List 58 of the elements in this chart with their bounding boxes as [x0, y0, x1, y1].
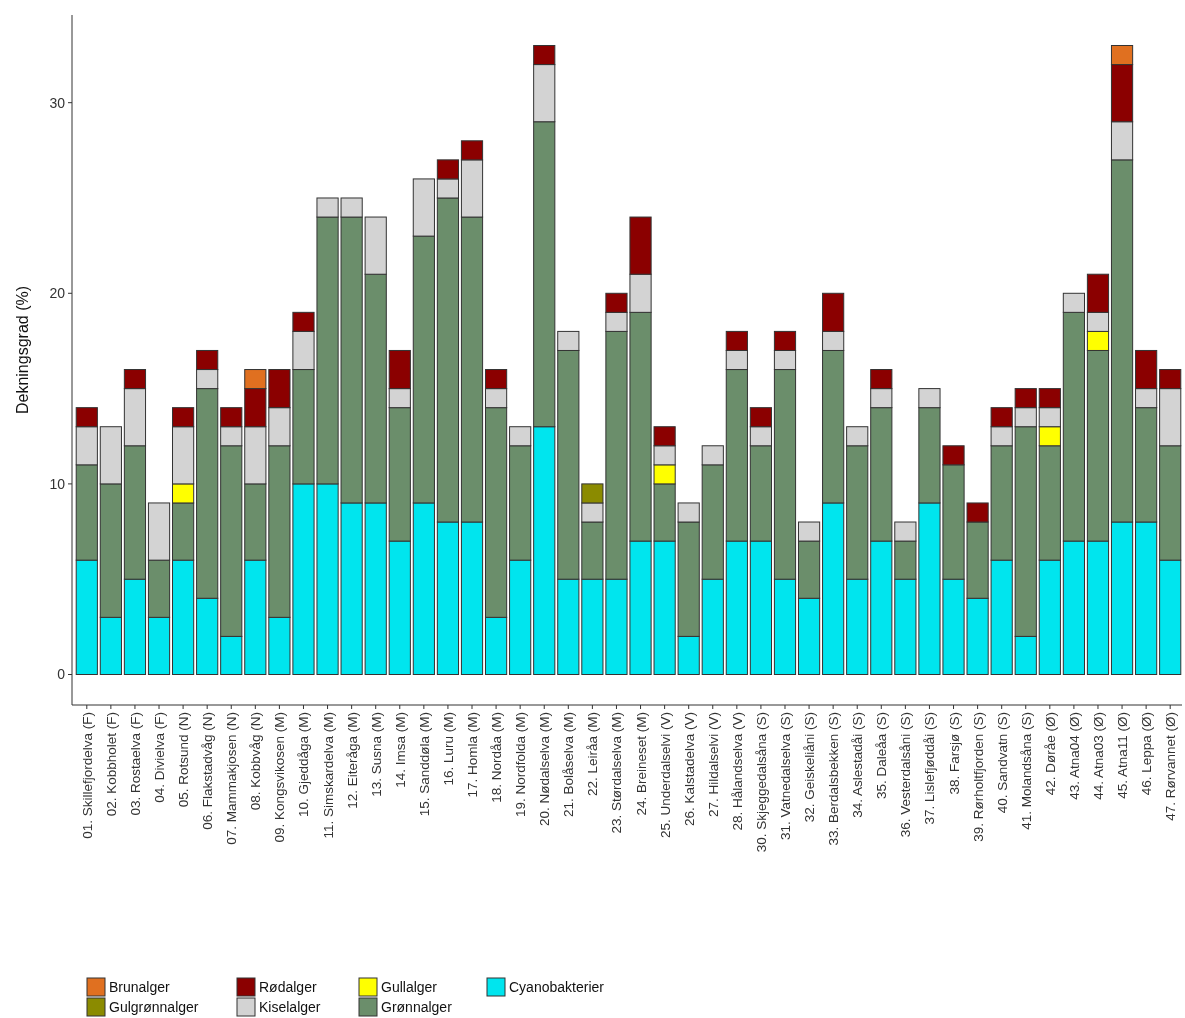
- y-tick-label: 30: [49, 94, 66, 111]
- x-tick-label: 18. Nordåa (M): [489, 712, 505, 803]
- x-tick-label: 26. Kalstadelva (V): [681, 712, 697, 827]
- x-tick-label: 38. Farsjø (S): [946, 712, 962, 795]
- x-tick-label: 31. Vatnedalselva (S): [777, 712, 793, 841]
- x-tick-label: 21. Bolåselva (M): [561, 712, 577, 818]
- x-tick-label: 11. Simskardelva (M): [320, 712, 336, 839]
- x-tick-label: 46. Leppa (Ø): [1139, 712, 1155, 796]
- x-tick-label: 33. Berdalsbekken (S): [826, 712, 842, 846]
- y-tick-label: 0: [57, 666, 66, 683]
- legend-label: Brunalger: [109, 978, 171, 995]
- x-tick-label: 28. Hålandselva (V): [729, 712, 745, 831]
- x-tick-label: 17. Homla (M): [465, 712, 481, 798]
- x-tick-label: 43. Atna04 (Ø): [1066, 712, 1082, 800]
- legend-label: Grønnalger: [381, 998, 453, 1015]
- x-tick-label: 14. Imsa (M): [392, 712, 408, 788]
- x-tick-label: 13. Susna (M): [368, 712, 384, 797]
- x-tick-label: 25. Underdalselvi (V): [657, 712, 673, 839]
- x-tick-label: 23. Størdalselva (M): [609, 712, 625, 834]
- x-tick-label: 10. Gjeddåga (M): [296, 712, 312, 818]
- x-tick-label: 42. Døråe (Ø): [1042, 712, 1058, 796]
- x-tick-label: 04. Divielva (F): [152, 712, 168, 803]
- x-tick-label: 30. Skjeggedalsåna (S): [753, 712, 769, 853]
- x-tick-label: 22. Leiråa (M): [585, 712, 601, 797]
- x-tick-label: 45. Atna11 (Ø): [1115, 712, 1131, 799]
- x-tick-label: 15. Sanddøla (M): [416, 712, 432, 817]
- x-tick-label: 16. Luru (M): [440, 712, 456, 786]
- y-tick-label: 10: [49, 475, 66, 492]
- legend-label: Rødalger: [259, 978, 317, 995]
- x-tick-label: 36. Vesterdalsåni (S): [898, 712, 914, 838]
- x-tick-label: 35. Daleåa (S): [874, 712, 890, 800]
- x-tick-label: 27. Hildalselvi (V): [705, 712, 721, 818]
- x-tick-label: 06. Flakstadvåg (N): [200, 712, 216, 830]
- x-tick-label: 41. Molandsåna (S): [1018, 712, 1034, 830]
- x-tick-label: 32. Geiskeliåni (S): [802, 712, 818, 823]
- y-axis-title: Dekningsgrad (%): [14, 285, 31, 415]
- x-tick-label: 19. Nordfolda (M): [513, 712, 529, 818]
- x-tick-label: 40. Sandvatn (S): [994, 712, 1010, 814]
- x-tick-label: 47. Rørvannet (Ø): [1163, 712, 1179, 821]
- x-tick-label: 20. Nødalselva (M): [537, 712, 553, 827]
- legend-label: Gullalger: [381, 978, 438, 995]
- x-tick-label: 39. Rørholtfjorden (S): [970, 712, 986, 842]
- x-tick-label: 03. Rostaelva (F): [127, 712, 143, 816]
- y-tick-label: 20: [49, 285, 66, 302]
- x-tick-label: 08. Kobbvåg (N): [248, 712, 264, 811]
- legend-label: Cyanobakterier: [509, 978, 605, 995]
- x-tick-label: 34. Aslestadåi (S): [850, 712, 866, 818]
- legend-label: Kiselalger: [259, 998, 321, 1015]
- x-tick-label: 09. Kongsvikosen (M): [272, 712, 288, 843]
- x-tick-label: 24. Breineset (M): [633, 712, 649, 816]
- x-tick-label: 37. Lislefjøddåi (S): [922, 712, 938, 825]
- x-tick-label: 02. Kobbholet (F): [103, 712, 119, 817]
- x-tick-label: 44. Atna03 (Ø): [1090, 712, 1106, 800]
- x-tick-label: 05. Rotsund (N): [176, 712, 192, 808]
- x-tick-label: 01. Skillefjordelva (F): [79, 712, 95, 839]
- legend-label: Gulgrønnalger: [109, 998, 199, 1015]
- x-tick-label: 07. Mammakjosen (N): [224, 712, 240, 845]
- x-tick-label: 12. Eiteråga (M): [344, 712, 360, 809]
